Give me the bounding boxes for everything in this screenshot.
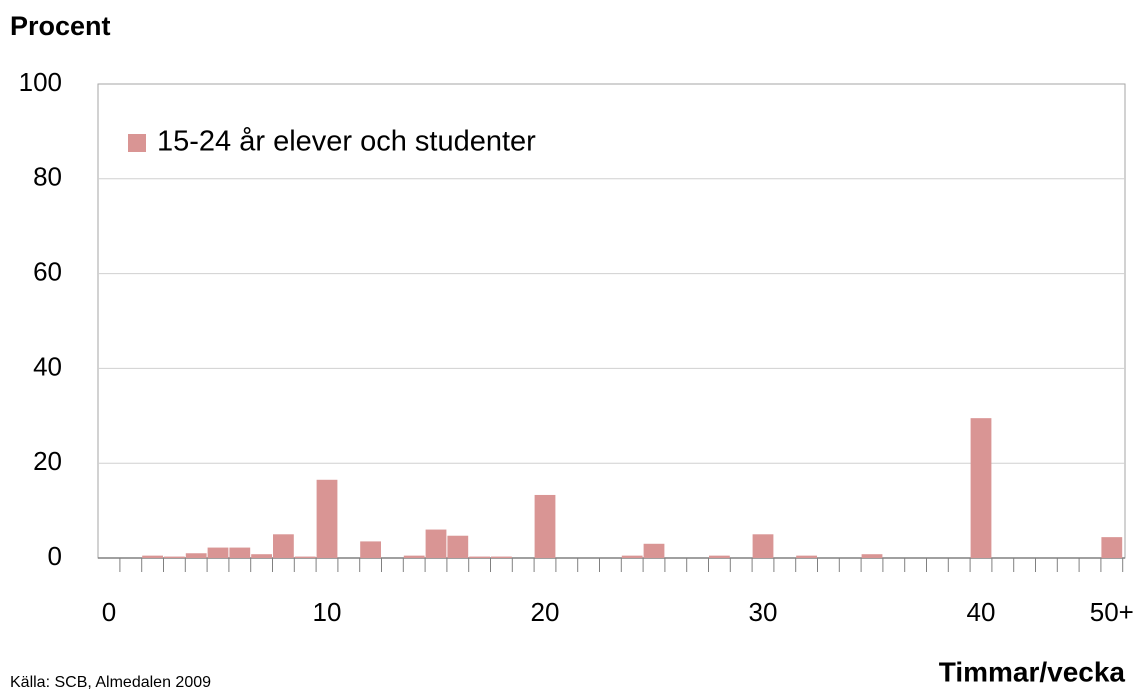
bar <box>425 529 447 558</box>
bar <box>447 535 469 558</box>
y-tick-label: 80 <box>33 162 62 192</box>
bar <box>469 556 490 558</box>
bar <box>621 555 643 558</box>
x-tick-label: 30 <box>749 597 778 627</box>
bar <box>316 479 338 558</box>
bar <box>294 556 316 558</box>
bar <box>752 534 774 558</box>
bar <box>207 547 229 558</box>
bar <box>142 555 163 558</box>
bar <box>491 556 512 558</box>
bar <box>861 554 883 558</box>
bar <box>164 556 185 558</box>
x-tick-label: 0 <box>102 597 116 627</box>
bar <box>229 547 251 558</box>
y-tick-label: 40 <box>33 351 62 381</box>
bar <box>796 555 817 558</box>
y-tick-label: 0 <box>48 541 62 571</box>
x-tick-label: 10 <box>313 597 342 627</box>
legend-swatch <box>128 134 146 152</box>
bar <box>643 543 665 558</box>
bar <box>185 553 207 558</box>
bar <box>709 555 730 558</box>
bar <box>970 418 992 558</box>
bar <box>360 541 381 558</box>
bar <box>251 554 272 558</box>
legend-label: 15-24 år elever och studenter <box>157 126 536 158</box>
y-axis-title: Procent <box>10 11 111 41</box>
y-tick-label: 60 <box>33 256 62 286</box>
bar <box>1101 537 1123 558</box>
x-tick-label: 20 <box>531 597 560 627</box>
bar <box>403 555 425 558</box>
y-tick-label: 100 <box>19 67 62 97</box>
source-note: Källa: SCB, Almedalen 2009 <box>10 674 211 691</box>
x-tick-label: 40 <box>967 597 996 627</box>
y-tick-label: 20 <box>33 446 62 476</box>
x-tick-label: 50+ <box>1090 597 1134 627</box>
x-axis-title: Timmar/vecka <box>939 656 1126 687</box>
bar <box>534 494 556 558</box>
bar <box>273 534 294 558</box>
